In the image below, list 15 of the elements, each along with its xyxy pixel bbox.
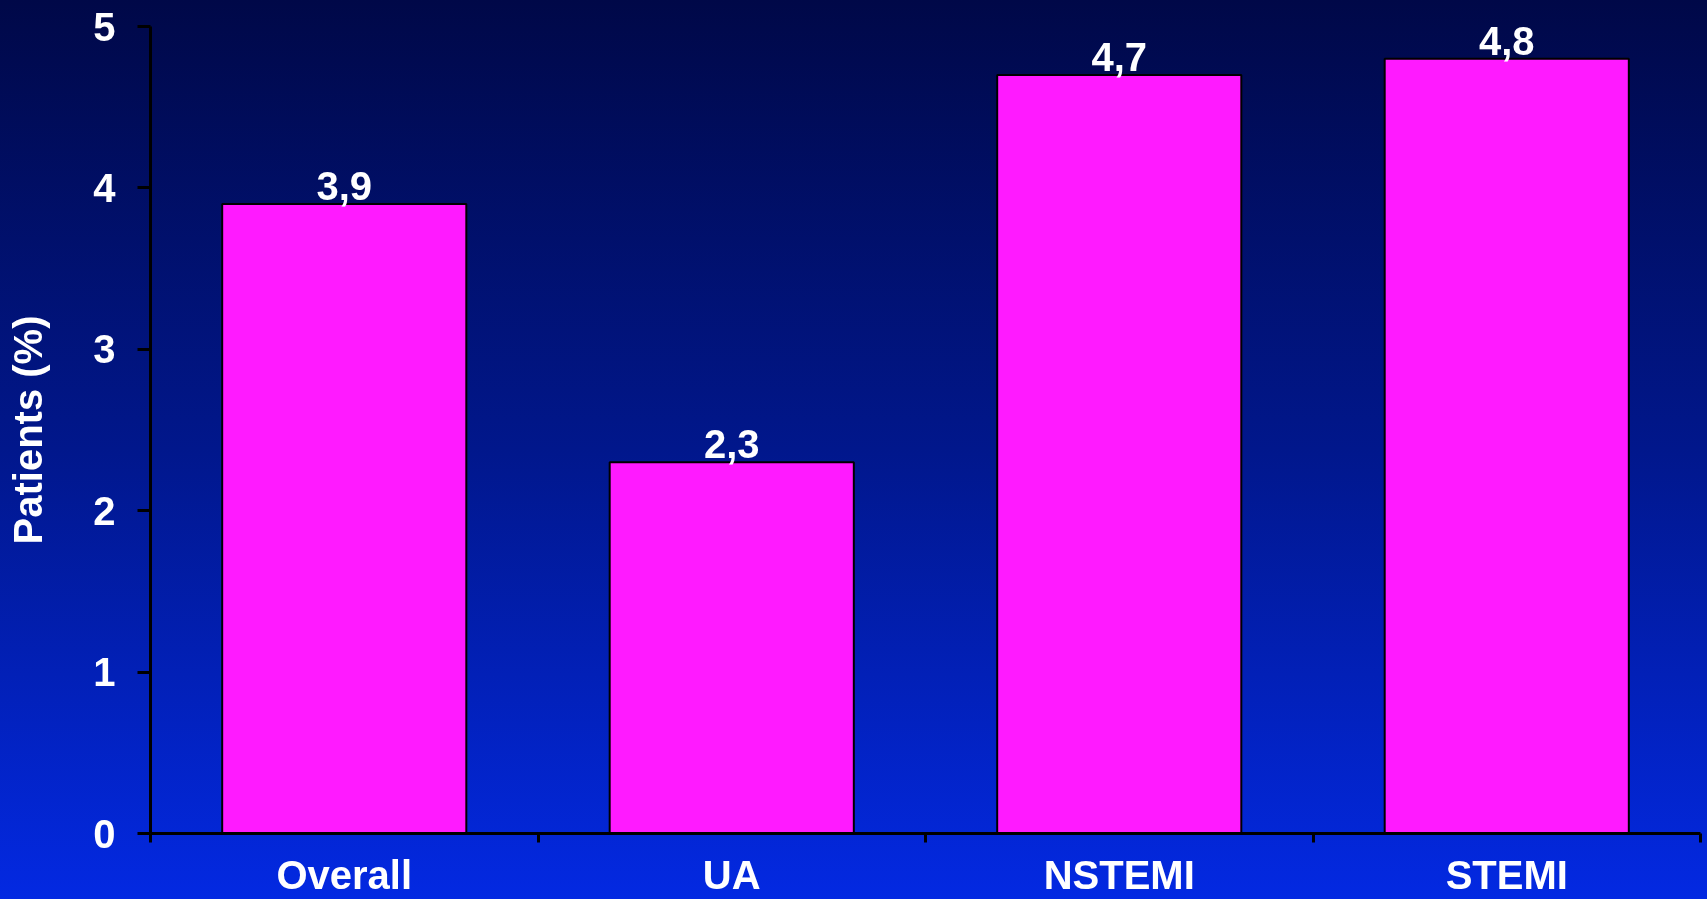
y-tick-label: 0 [93,811,116,856]
data-label: 3,9 [316,164,373,209]
x-tick-label: Overall [276,852,413,897]
y-tick-label: 3 [93,327,116,372]
y-axis-title: Patients (%) [6,315,51,545]
x-tick-label: STEMI [1445,852,1568,897]
data-label: 2,3 [703,422,760,467]
data-label: 4,8 [1478,18,1535,63]
x-tick-label: NSTEMI [1043,852,1195,897]
y-tick-label: 4 [93,165,117,210]
y-tick-label: 5 [93,4,116,49]
y-tick-label: 2 [93,488,116,533]
data-label: 4,7 [1091,34,1148,79]
x-tick-label: UA [702,852,761,897]
y-tick-label: 1 [93,650,116,695]
